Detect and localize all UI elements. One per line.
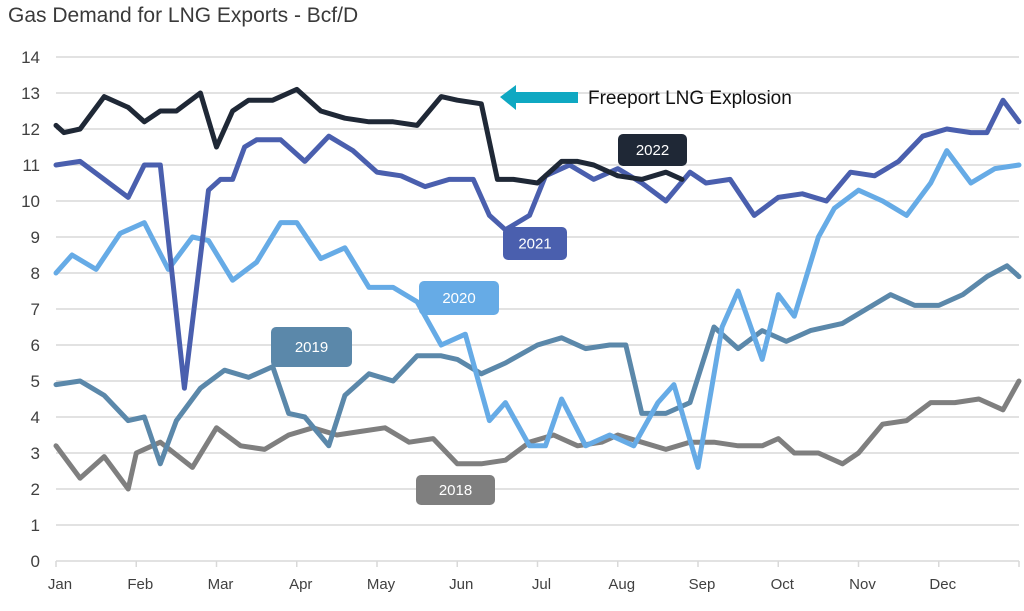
annotation: Freeport LNG Explosion <box>500 85 792 110</box>
x-tick-label: Mar <box>208 576 234 593</box>
annotation-text: Freeport LNG Explosion <box>588 88 792 109</box>
gridlines <box>56 56 1019 562</box>
y-tick-label: 14 <box>21 48 40 67</box>
series-label-2022: 2022 <box>618 134 687 166</box>
x-tick-label: Apr <box>289 576 312 593</box>
x-tick-label: Jun <box>449 576 473 593</box>
y-tick-label: 7 <box>31 300 40 319</box>
series-label-2019: 2019 <box>271 327 352 367</box>
y-tick-label: 2 <box>31 480 40 499</box>
left-arrow-icon <box>500 85 578 110</box>
series-line-2019 <box>53 263 1022 467</box>
x-tick-label: Dec <box>929 576 956 593</box>
series-label-text: 2022 <box>636 142 669 159</box>
x-tick-label: Aug <box>608 576 635 593</box>
x-tick-label: Jul <box>532 576 551 593</box>
series-label-text: 2020 <box>442 290 475 307</box>
series-label-text: 2018 <box>439 482 472 499</box>
series-line-2020 <box>53 148 1022 470</box>
x-tick-label: Oct <box>771 576 795 593</box>
chart-title: Gas Demand for LNG Exports - Bcf/D <box>8 4 359 27</box>
y-tick-label: 9 <box>31 228 40 247</box>
series-label-box <box>503 227 567 260</box>
series-line-2022 <box>53 86 685 186</box>
series-label-box <box>416 475 495 505</box>
y-tick-label: 10 <box>21 192 40 211</box>
series-label-text: 2019 <box>295 339 328 356</box>
y-tick-label: 5 <box>31 372 40 391</box>
y-tick-label: 6 <box>31 336 40 355</box>
series-label-box <box>618 134 687 166</box>
x-tick-label: Sep <box>689 576 716 593</box>
series-label-box <box>419 281 499 315</box>
series-label-2018: 2018 <box>416 475 495 505</box>
y-tick-label: 1 <box>31 516 40 535</box>
x-tick-label: Feb <box>127 576 153 593</box>
x-tick-label: Jan <box>48 576 72 593</box>
series-label-2020: 2020 <box>419 281 499 315</box>
x-axis: Jan Feb Mar Apr May Jun Jul Aug Sep Oct Nov Dec <box>48 561 1020 593</box>
series-label-box <box>271 327 352 367</box>
series-line-2021 <box>53 97 1022 391</box>
x-tick-label: Nov <box>849 576 876 593</box>
y-tick-label: 4 <box>31 408 40 427</box>
y-tick-label: 13 <box>21 84 40 103</box>
series-label-2021: 2021 <box>503 227 567 260</box>
y-tick-label: 0 <box>31 552 40 571</box>
y-tick-label: 12 <box>21 120 40 139</box>
y-tick-label: 3 <box>31 444 40 463</box>
series-labels: 2022 2021 2020 2019 2018 <box>271 134 687 505</box>
y-tick-label: 8 <box>31 264 40 283</box>
y-tick-label: 11 <box>22 156 40 175</box>
series-line-2018 <box>53 378 1022 492</box>
x-tick-label: May <box>367 576 396 593</box>
series-lines <box>53 86 1022 492</box>
series-label-text: 2021 <box>518 236 551 253</box>
